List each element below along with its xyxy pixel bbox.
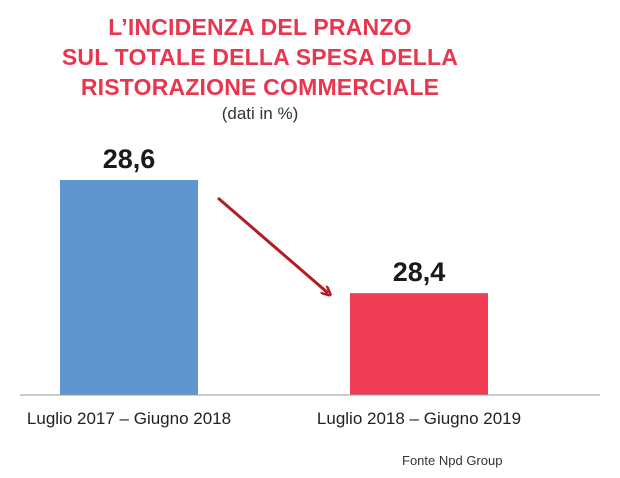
chart-title-line-3: RISTORAZIONE COMMERCIALE [80, 74, 440, 100]
source-note: Fonte Npd Group [402, 453, 503, 468]
category-label-1: Luglio 2017 – Giugno 2018 [27, 409, 231, 428]
category-label-2: Luglio 2018 – Giugno 2019 [317, 409, 521, 428]
chart-title-line-1: L’INCIDENZA DEL PRANZO [108, 14, 412, 40]
chart-title-line-2: SUL TOTALE DELLA SPESA DELLA [61, 44, 459, 70]
chart-subtitle: (dati in %) [221, 104, 299, 123]
bar-2 [350, 293, 488, 395]
value-label-1: 28,6 [103, 144, 156, 174]
value-label-2: 28,4 [393, 257, 446, 287]
decrease-arrow-icon [217, 196, 328, 293]
bar-1 [60, 180, 198, 395]
